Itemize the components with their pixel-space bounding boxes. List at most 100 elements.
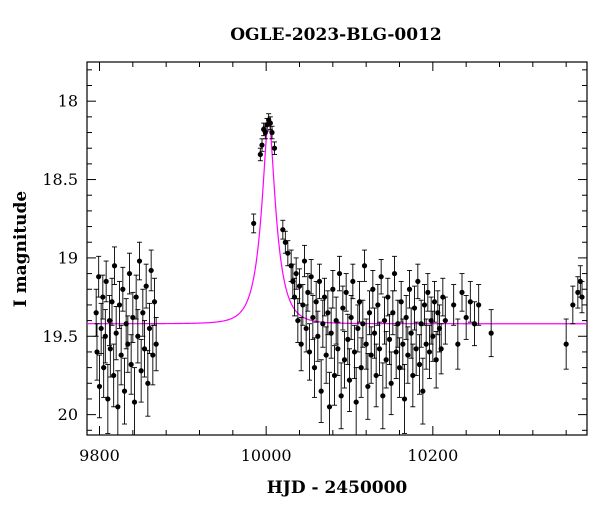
data-point xyxy=(398,299,404,305)
data-point xyxy=(138,368,144,374)
data-point xyxy=(100,294,106,300)
data-point xyxy=(101,365,107,371)
data-point xyxy=(125,341,131,347)
data-point xyxy=(341,357,348,363)
data-point xyxy=(431,299,438,305)
data-points-layer xyxy=(93,113,585,435)
data-point xyxy=(579,294,585,300)
data-point xyxy=(383,357,389,363)
data-point xyxy=(410,372,416,379)
data-point xyxy=(488,330,494,336)
data-point xyxy=(318,388,324,394)
data-point xyxy=(408,330,414,336)
data-point xyxy=(295,317,301,324)
data-point xyxy=(411,305,418,311)
data-point xyxy=(151,299,158,305)
data-point xyxy=(575,289,581,295)
data-point xyxy=(345,336,351,342)
data-point xyxy=(463,314,469,321)
data-point xyxy=(386,336,393,342)
data-point xyxy=(308,274,314,280)
data-point xyxy=(285,250,291,256)
data-point xyxy=(251,220,257,227)
data-point xyxy=(360,321,366,327)
plot-area xyxy=(86,61,588,436)
data-point xyxy=(350,278,356,285)
data-point xyxy=(325,310,331,316)
model-layer xyxy=(87,118,587,325)
data-point xyxy=(378,274,384,280)
data-point xyxy=(430,333,436,339)
data-point xyxy=(336,270,343,277)
data-point xyxy=(415,278,421,285)
data-point xyxy=(310,314,316,321)
data-point xyxy=(358,365,364,371)
data-point xyxy=(321,294,328,300)
data-point xyxy=(153,341,159,347)
data-point xyxy=(326,404,333,410)
data-point xyxy=(330,286,336,292)
data-point xyxy=(121,388,128,394)
data-point xyxy=(366,310,373,316)
data-point xyxy=(111,263,118,269)
data-point xyxy=(363,341,369,347)
data-point xyxy=(459,289,465,295)
data-point xyxy=(103,278,109,285)
data-point xyxy=(338,393,344,399)
data-point xyxy=(438,346,444,352)
data-point xyxy=(421,302,428,308)
data-point xyxy=(423,341,429,347)
data-point xyxy=(98,325,104,332)
data-point xyxy=(455,341,461,347)
data-point xyxy=(433,357,439,363)
data-point xyxy=(293,270,299,277)
y-tick-label: 19 xyxy=(58,248,78,267)
data-point xyxy=(115,404,121,410)
data-point xyxy=(570,302,576,308)
data-point xyxy=(403,314,409,321)
data-point xyxy=(406,286,413,292)
data-point xyxy=(323,352,329,358)
data-point xyxy=(133,294,139,300)
data-point xyxy=(413,346,419,352)
data-point xyxy=(340,305,346,311)
data-point xyxy=(335,346,341,352)
data-point xyxy=(368,352,374,358)
ticks-layer: 9800 10000 10200 18 18.5 19 19.5 20 xyxy=(42,62,587,465)
data-point xyxy=(143,283,149,289)
plot-frame xyxy=(86,61,588,436)
data-point xyxy=(467,299,473,305)
data-point xyxy=(269,129,275,136)
data-point xyxy=(120,286,126,292)
y-tick-label: 18 xyxy=(58,92,78,111)
x-tick-label: 10000 xyxy=(241,446,292,465)
data-point xyxy=(131,399,138,405)
data-point xyxy=(267,120,273,126)
data-point xyxy=(102,333,108,339)
data-point xyxy=(316,278,323,285)
data-point xyxy=(348,314,354,321)
data-point xyxy=(146,325,153,332)
x-axis-label: HJD - 2450000 xyxy=(267,478,408,498)
data-point xyxy=(563,341,569,347)
data-point xyxy=(416,361,423,368)
data-point xyxy=(126,270,133,277)
data-point xyxy=(388,380,394,386)
chart-title: OGLE-2023-BLG-0012 xyxy=(230,25,442,45)
data-point xyxy=(96,383,103,390)
data-point xyxy=(298,341,304,347)
data-point xyxy=(116,302,123,308)
data-point xyxy=(420,388,426,394)
data-point xyxy=(385,294,391,300)
data-point xyxy=(400,341,406,347)
model-curve xyxy=(87,118,587,325)
data-point xyxy=(109,299,115,305)
data-point xyxy=(371,330,378,336)
data-point xyxy=(306,349,313,355)
data-point xyxy=(96,274,102,280)
data-point xyxy=(94,349,100,355)
data-point xyxy=(425,289,431,295)
data-point xyxy=(393,349,399,355)
data-point xyxy=(471,321,478,327)
data-point xyxy=(405,352,411,358)
